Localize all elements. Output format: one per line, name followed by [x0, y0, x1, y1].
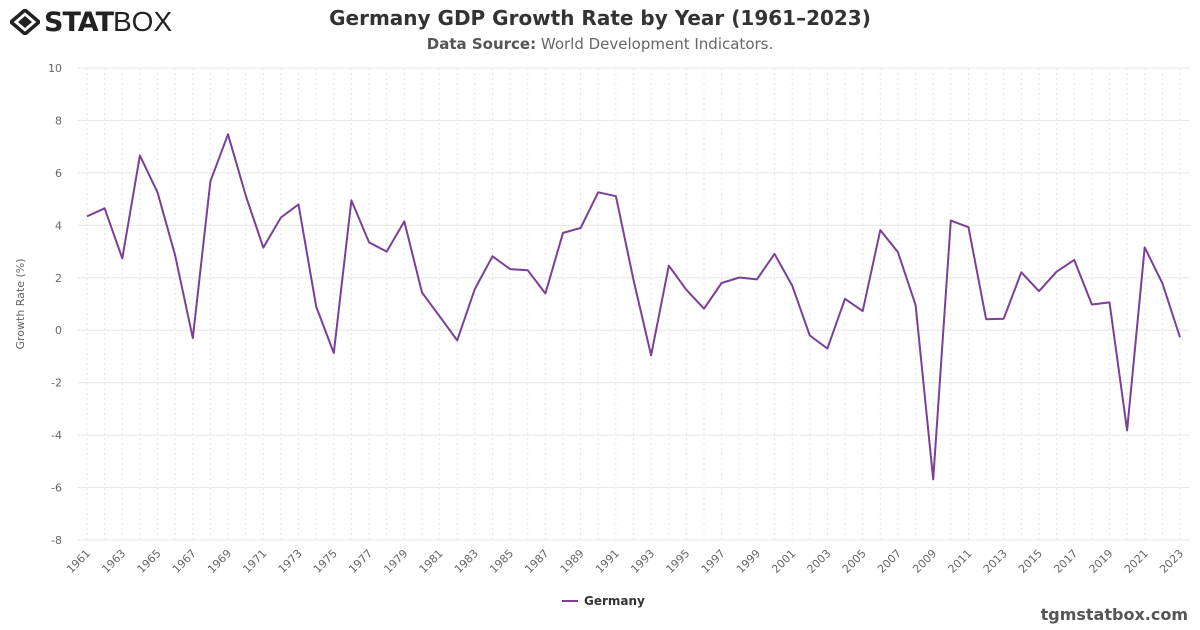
- source-label: Data Source:: [426, 35, 537, 53]
- x-tick-label: 1993: [628, 547, 657, 576]
- chart-subtitle: Data Source: World Development Indicator…: [0, 35, 1200, 53]
- x-tick-label: 1995: [664, 547, 693, 576]
- x-tick-label: 2011: [946, 547, 975, 576]
- x-tick-label: 2001: [769, 547, 798, 576]
- y-tick-label: 4: [55, 219, 62, 232]
- x-tick-label: 1975: [311, 547, 340, 576]
- x-tick-label: 1973: [276, 547, 305, 576]
- logo-thin-text: BOX: [112, 6, 173, 37]
- y-tick-label: 2: [55, 272, 62, 285]
- x-tick-label: 1991: [593, 547, 622, 576]
- x-tick-label: 1965: [135, 547, 164, 576]
- statbox-logo: STAT BOX: [10, 6, 172, 38]
- chart-title: Germany GDP Growth Rate by Year (1961–20…: [329, 6, 871, 30]
- y-tick-label: 0: [55, 324, 62, 337]
- x-tick-label: 2023: [1157, 547, 1186, 576]
- y-tick-label: -8: [51, 534, 62, 547]
- series-line-germany: [86, 133, 1181, 481]
- y-axis-label: Growth Rate (%): [14, 258, 27, 349]
- x-tick-label: 1971: [240, 547, 269, 576]
- y-tick-label: -2: [51, 377, 62, 390]
- x-tick-label: 2013: [981, 547, 1010, 576]
- x-tick-label: 1997: [699, 547, 728, 576]
- x-tick-label: 2017: [1051, 547, 1080, 576]
- x-tick-label: 1985: [487, 547, 516, 576]
- x-tick-label: 1989: [558, 547, 587, 576]
- x-tick-label: 1969: [205, 547, 234, 576]
- y-tick-label: 10: [48, 62, 62, 75]
- x-tick-label: 2005: [840, 547, 869, 576]
- y-tick-label: -6: [51, 482, 62, 495]
- x-tick-label: 1967: [170, 547, 199, 576]
- legend-item-germany[interactable]: Germany: [562, 594, 645, 608]
- legend-label: Germany: [584, 594, 645, 608]
- legend-swatch: [562, 600, 578, 602]
- x-tick-label: 2007: [875, 547, 904, 576]
- x-tick-label: 1961: [64, 547, 93, 576]
- x-tick-label: 2003: [805, 547, 834, 576]
- x-tick-label: 1987: [522, 547, 551, 576]
- x-tick-label: 1981: [417, 547, 446, 576]
- x-tick-label: 1983: [452, 547, 481, 576]
- x-tick-label: 2019: [1087, 547, 1116, 576]
- y-tick-label: -4: [51, 429, 62, 442]
- x-tick-label: 1999: [734, 547, 763, 576]
- y-tick-label: 6: [55, 167, 62, 180]
- footer-site: tgmstatbox.com: [1040, 605, 1188, 624]
- x-tick-label: 1977: [346, 547, 375, 576]
- x-tick-label: 2015: [1016, 547, 1045, 576]
- logo-bold-text: STAT: [44, 6, 114, 38]
- x-tick-label: 1979: [381, 547, 410, 576]
- x-tick-label: 2009: [910, 547, 939, 576]
- x-tick-label: 1963: [99, 547, 128, 576]
- y-tick-label: 8: [55, 114, 62, 127]
- x-tick-label: 2021: [1122, 547, 1151, 576]
- source-value: World Development Indicators.: [540, 35, 774, 53]
- diamond-logo-icon: [10, 9, 40, 35]
